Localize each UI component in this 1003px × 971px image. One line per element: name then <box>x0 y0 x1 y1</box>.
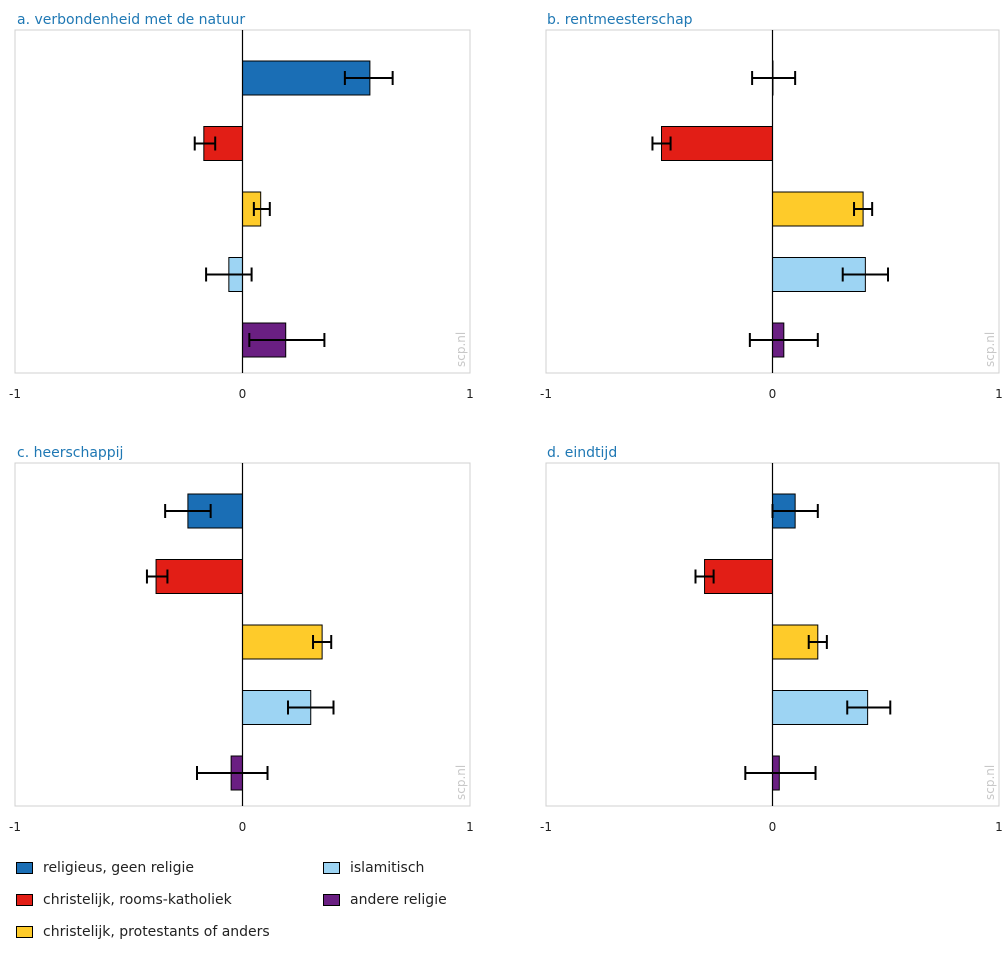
watermark: scp.nl <box>983 332 997 367</box>
chart-panel-a: a. verbondenheid met de natuur -1 0 1 scp.nl <box>9 12 474 401</box>
legend: religieus, geen religie christelijk, roo… <box>16 858 616 968</box>
legend-swatch-andere-religie <box>323 894 340 906</box>
bar <box>155 559 243 594</box>
x-tick-label: 1 <box>466 387 474 401</box>
panel-title: b. rentmeesterschap <box>547 12 693 28</box>
legend-swatch-islamitisch <box>323 862 340 874</box>
legend-item-protestants: christelijk, protestants of anders <box>16 922 270 942</box>
x-tick-label: -1 <box>540 387 552 401</box>
x-tick-label: -1 <box>9 820 21 834</box>
x-tick-label: 0 <box>239 387 247 401</box>
bar <box>704 559 773 594</box>
x-tick-label: -1 <box>9 387 21 401</box>
legend-swatch-geen-religie <box>16 862 33 874</box>
watermark: scp.nl <box>454 332 468 367</box>
bar <box>772 191 864 227</box>
legend-swatch-protestants <box>16 926 33 938</box>
panel-title: c. heerschappij <box>17 445 123 461</box>
x-tick-label: 0 <box>769 387 777 401</box>
bar <box>242 624 323 660</box>
chart-panel-c: c. heerschappij -1 0 1 scp.nl <box>9 445 474 834</box>
x-tick-label: 0 <box>769 820 777 834</box>
chart-panel-b: b. rentmeesterschap -1 0 1 scp.nl <box>540 12 1003 401</box>
x-tick-label: 0 <box>239 820 247 834</box>
x-tick-label: 1 <box>466 820 474 834</box>
bar <box>661 126 774 161</box>
panel-title: d. eindtijd <box>547 445 617 461</box>
panel-title: a. verbondenheid met de natuur <box>17 12 245 28</box>
chart-panel-d: d. eindtijd -1 0 1 scp.nl <box>540 445 1003 834</box>
legend-label: christelijk, rooms-katholiek <box>43 892 232 908</box>
watermark: scp.nl <box>454 765 468 800</box>
legend-label: christelijk, protestants of anders <box>43 924 270 940</box>
legend-label: islamitisch <box>350 860 425 876</box>
legend-item-islamitisch: islamitisch <box>323 858 424 878</box>
x-tick-label: 1 <box>995 820 1003 834</box>
legend-item-andere-religie: andere religie <box>323 890 447 910</box>
legend-label: religieus, geen religie <box>43 860 194 876</box>
x-tick-label: 1 <box>995 387 1003 401</box>
legend-item-geen-religie: religieus, geen religie <box>16 858 194 878</box>
watermark: scp.nl <box>983 765 997 800</box>
x-tick-label: -1 <box>540 820 552 834</box>
legend-item-rooms-katholiek: christelijk, rooms-katholiek <box>16 890 232 910</box>
legend-label: andere religie <box>350 892 447 908</box>
legend-swatch-rooms-katholiek <box>16 894 33 906</box>
